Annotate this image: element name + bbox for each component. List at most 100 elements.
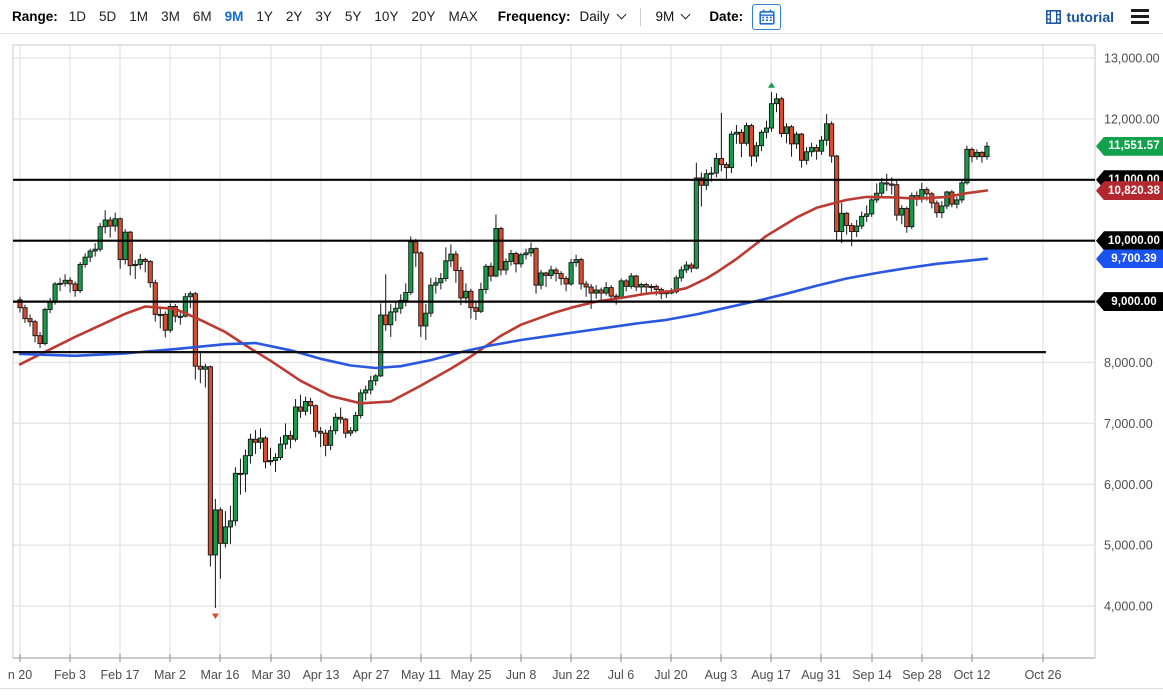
y-axis-label: 10,000.00 [1104, 234, 1160, 248]
range-option-1d[interactable]: 1D [68, 9, 87, 24]
candle-up [708, 172, 714, 175]
date-label: Date: [709, 9, 744, 24]
candle-up [348, 430, 354, 434]
candle-up [503, 260, 509, 271]
candle-down [723, 164, 729, 169]
candle-up [763, 127, 770, 133]
x-axis-label: Sep 28 [902, 668, 942, 682]
candle-up [523, 252, 529, 256]
candle-up [257, 437, 264, 443]
candle-up [879, 182, 885, 194]
range-option-5y[interactable]: 5Y [344, 9, 362, 24]
candle-down [32, 321, 38, 337]
range-option-2y[interactable]: 2Y [285, 9, 303, 24]
x-axis-label: Apr 13 [303, 668, 340, 682]
candle-down [67, 279, 73, 285]
y-axis-label: 5,000.00 [1104, 539, 1153, 553]
range-option-max[interactable]: MAX [448, 9, 478, 24]
candle-up [47, 301, 53, 310]
candle-down [718, 158, 724, 166]
candle-up [232, 472, 238, 522]
candle-down [653, 285, 659, 290]
x-axis-label: Mar 2 [154, 668, 186, 682]
range-option-20y[interactable]: 20Y [411, 9, 436, 24]
candle-up [728, 133, 734, 169]
candle-down [287, 435, 294, 440]
toolbar: Range: 1D 5D 1M 3M 6M 9M 1Y 2Y 3Y 5Y 10Y 20Y MAX Fre… [0, 0, 1163, 34]
candle-up [683, 264, 689, 271]
x-axis-label: Feb 3 [54, 668, 86, 682]
range-option-1m[interactable]: 1M [129, 9, 149, 24]
y-axis-label: 13,000.00 [1104, 52, 1160, 66]
candle-down [533, 248, 539, 286]
candle-down [578, 259, 584, 285]
candle-up [57, 282, 63, 285]
range-label: Range: [12, 9, 58, 24]
candle-down [884, 182, 890, 185]
tutorial-link[interactable]: tutorial [1045, 9, 1114, 25]
candle-up [839, 212, 845, 233]
candle-down [643, 284, 649, 288]
x-axis-label: Jul 6 [608, 668, 634, 682]
x-axis-label: Oct 26 [1025, 668, 1062, 682]
range-option-9m[interactable]: 9M [224, 9, 244, 24]
range-option-5d[interactable]: 5D [99, 9, 117, 24]
candle-up [478, 288, 484, 312]
range-option-1y[interactable]: 1Y [256, 9, 273, 24]
x-axis-label: Aug 3 [705, 668, 738, 682]
candle-up [398, 299, 404, 309]
candle-up [493, 228, 499, 277]
candle-up [277, 443, 284, 458]
candle-down [834, 155, 840, 233]
range-option-6m[interactable]: 6M [192, 9, 212, 24]
candle-up [433, 282, 439, 286]
candle-up [212, 509, 218, 556]
date-picker-button[interactable] [752, 3, 782, 30]
candle-up [954, 199, 960, 205]
candle-down [318, 430, 324, 434]
period-select[interactable]: 9M [656, 9, 691, 24]
candle-down [207, 366, 213, 556]
candle-down [162, 313, 168, 331]
candle-up [753, 145, 760, 157]
candle-up [42, 309, 48, 345]
low-marker [211, 613, 219, 619]
candle-down [829, 123, 835, 157]
ma50-line [18, 189, 989, 405]
candle-down [468, 290, 474, 309]
menu-button[interactable] [1131, 9, 1149, 24]
frequency-select[interactable]: Daily [579, 9, 626, 24]
candle-down [778, 98, 785, 134]
candle-up [528, 248, 534, 254]
candle-up [438, 278, 444, 284]
candle-down [558, 273, 564, 279]
candle-up [393, 307, 399, 313]
range-option-10y[interactable]: 10Y [374, 9, 399, 24]
candle-up [974, 151, 980, 158]
x-axis-label: Feb 17 [101, 668, 140, 682]
candle-up [137, 259, 143, 265]
candle-down [924, 189, 930, 195]
candle-up [854, 225, 860, 233]
range-option-3m[interactable]: 3M [161, 9, 180, 24]
candle-up [463, 290, 469, 299]
candle-up [403, 292, 409, 301]
ma200-line [18, 257, 989, 370]
candle-up [518, 254, 524, 265]
candle-down [17, 299, 23, 309]
calendar-icon [758, 9, 775, 25]
candle-up [809, 147, 815, 153]
frequency-value: Daily [579, 9, 610, 24]
candle-up [618, 280, 624, 298]
candle-up [423, 312, 429, 327]
range-option-3y[interactable]: 3Y [315, 9, 332, 24]
x-axis-label: May 11 [401, 668, 441, 682]
candle-down [418, 252, 424, 327]
candle-down [413, 241, 419, 254]
candle-down [22, 307, 28, 320]
candle-up [783, 126, 790, 134]
range-options: 1D 5D 1M 3M 6M 9M 1Y 2Y 3Y 5Y 10Y 20Y MAX [69, 9, 478, 24]
candle-up [378, 314, 384, 377]
candle-up [177, 315, 183, 318]
